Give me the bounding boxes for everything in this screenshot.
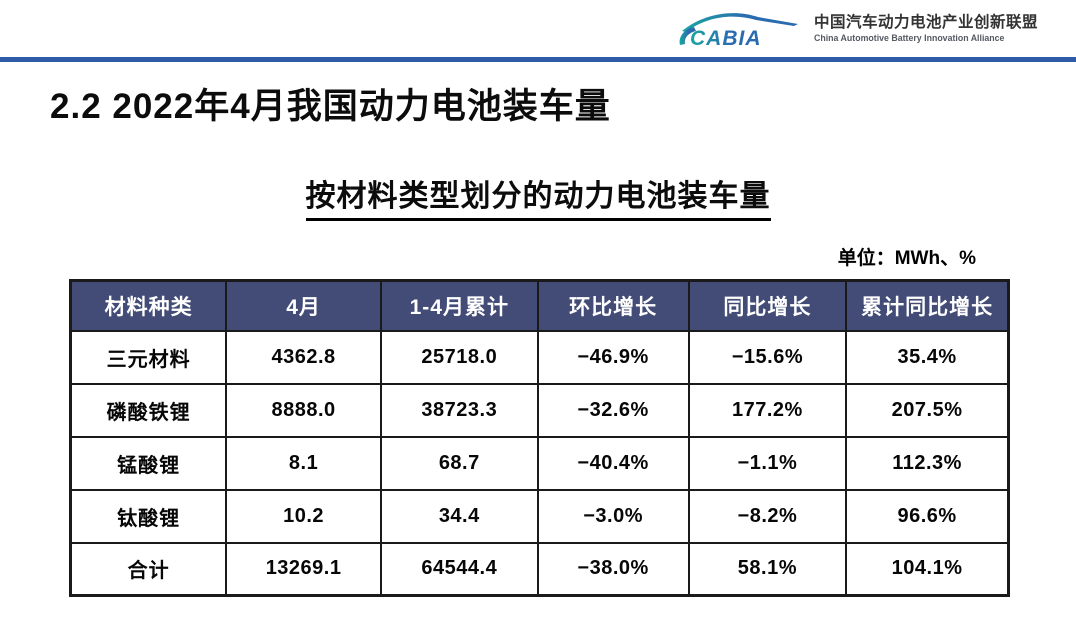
material-cell: 钛酸锂 (69, 488, 228, 544)
value-cell: −8.2% (687, 488, 848, 544)
table-subtitle: 按材料类型划分的动力电池装车量 (305, 171, 771, 221)
table-section: 单位：MWh、% 材料种类 4月 1-4月累计 环比增长 同比增长 累计同比增长 三元材料… (69, 243, 1010, 597)
logo-org-en: China Automotive Battery Innovation Alli… (813, 33, 1005, 44)
table-row: 三元材料 4362.8 25718.0 −46.9% −15.6% 35.4% (69, 329, 1010, 385)
cabia-logo-icon: CABIA (679, 12, 798, 50)
value-cell: 104.1% (845, 541, 1010, 597)
value-cell: 25718.0 (379, 329, 539, 385)
value-cell: 13269.1 (225, 541, 382, 597)
logo-org-names: 中国汽车动力电池产业创新联盟 China Automotive Battery … (814, 14, 1038, 44)
value-cell: 10.2 (225, 488, 382, 544)
col-header: 累计同比增长 (845, 279, 1010, 332)
col-header: 材料种类 (69, 279, 228, 332)
header-divider-rule (0, 57, 1076, 62)
value-cell: −32.6% (536, 382, 690, 438)
value-cell: 112.3% (845, 435, 1010, 491)
cabia-logo: CABIA 中国汽车动力电池产业创新联盟 China Automotive Ba… (676, 7, 1038, 51)
value-cell: 8888.0 (225, 382, 382, 438)
value-cell: 8.1 (225, 435, 382, 491)
value-cell: 58.1% (687, 541, 848, 597)
value-cell: 207.5% (845, 382, 1010, 438)
logo-org-cn: 中国汽车动力电池产业创新联盟 (813, 13, 1038, 31)
value-cell: −46.9% (536, 329, 690, 385)
col-header: 1-4月累计 (379, 279, 539, 332)
material-cell: 磷酸铁锂 (69, 382, 228, 438)
value-cell: 35.4% (845, 329, 1010, 385)
value-cell: 96.6% (845, 488, 1010, 544)
slide-header: CABIA 中国汽车动力电池产业创新联盟 China Automotive Ba… (0, 0, 1076, 57)
cabia-logo-text: CABIA (690, 27, 762, 50)
value-cell: 34.4 (379, 488, 539, 544)
value-cell: −38.0% (536, 541, 690, 597)
col-header: 4月 (225, 279, 382, 332)
material-cell: 锰酸锂 (69, 435, 228, 491)
unit-note: 单位：MWh、% (837, 248, 976, 269)
table-row: 钛酸锂 10.2 34.4 −3.0% −8.2% 96.6% (69, 488, 1010, 544)
material-cell: 合计 (69, 541, 228, 597)
value-cell: 177.2% (687, 382, 848, 438)
value-cell: 38723.3 (379, 382, 539, 438)
value-cell: −1.1% (687, 435, 848, 491)
value-cell: 64544.4 (379, 541, 539, 597)
value-cell: 68.7 (379, 435, 539, 491)
table-body: 三元材料 4362.8 25718.0 −46.9% −15.6% 35.4% 磷酸铁锂 88… (69, 329, 1010, 597)
col-header: 环比增长 (536, 279, 690, 332)
value-cell: −40.4% (536, 435, 690, 491)
table-row: 锰酸锂 8.1 68.7 −40.4% −1.1% 112.3% (69, 435, 1010, 491)
col-header: 同比增长 (687, 279, 848, 332)
value-cell: 4362.8 (225, 329, 382, 385)
table-head: 材料种类 4月 1-4月累计 环比增长 同比增长 累计同比增长 (69, 279, 1010, 332)
table-header-row: 材料种类 4月 1-4月累计 环比增长 同比增长 累计同比增长 (69, 279, 1010, 332)
page-title: 2.2 2022年4月我国动力电池装车量 (50, 87, 611, 126)
subtitle-row: 按材料类型划分的动力电池装车量 (0, 171, 1076, 221)
value-cell: −15.6% (687, 329, 848, 385)
material-cell: 三元材料 (69, 329, 228, 385)
table-row: 合计 13269.1 64544.4 −38.0% 58.1% 104.1% (69, 541, 1010, 597)
value-cell: −3.0% (536, 488, 690, 544)
table-row: 磷酸铁锂 8888.0 38723.3 −32.6% 177.2% 207.5% (69, 382, 1010, 438)
battery-data-table: 材料种类 4月 1-4月累计 环比增长 同比增长 累计同比增长 三元材料 4362.8 257… (69, 279, 1010, 597)
